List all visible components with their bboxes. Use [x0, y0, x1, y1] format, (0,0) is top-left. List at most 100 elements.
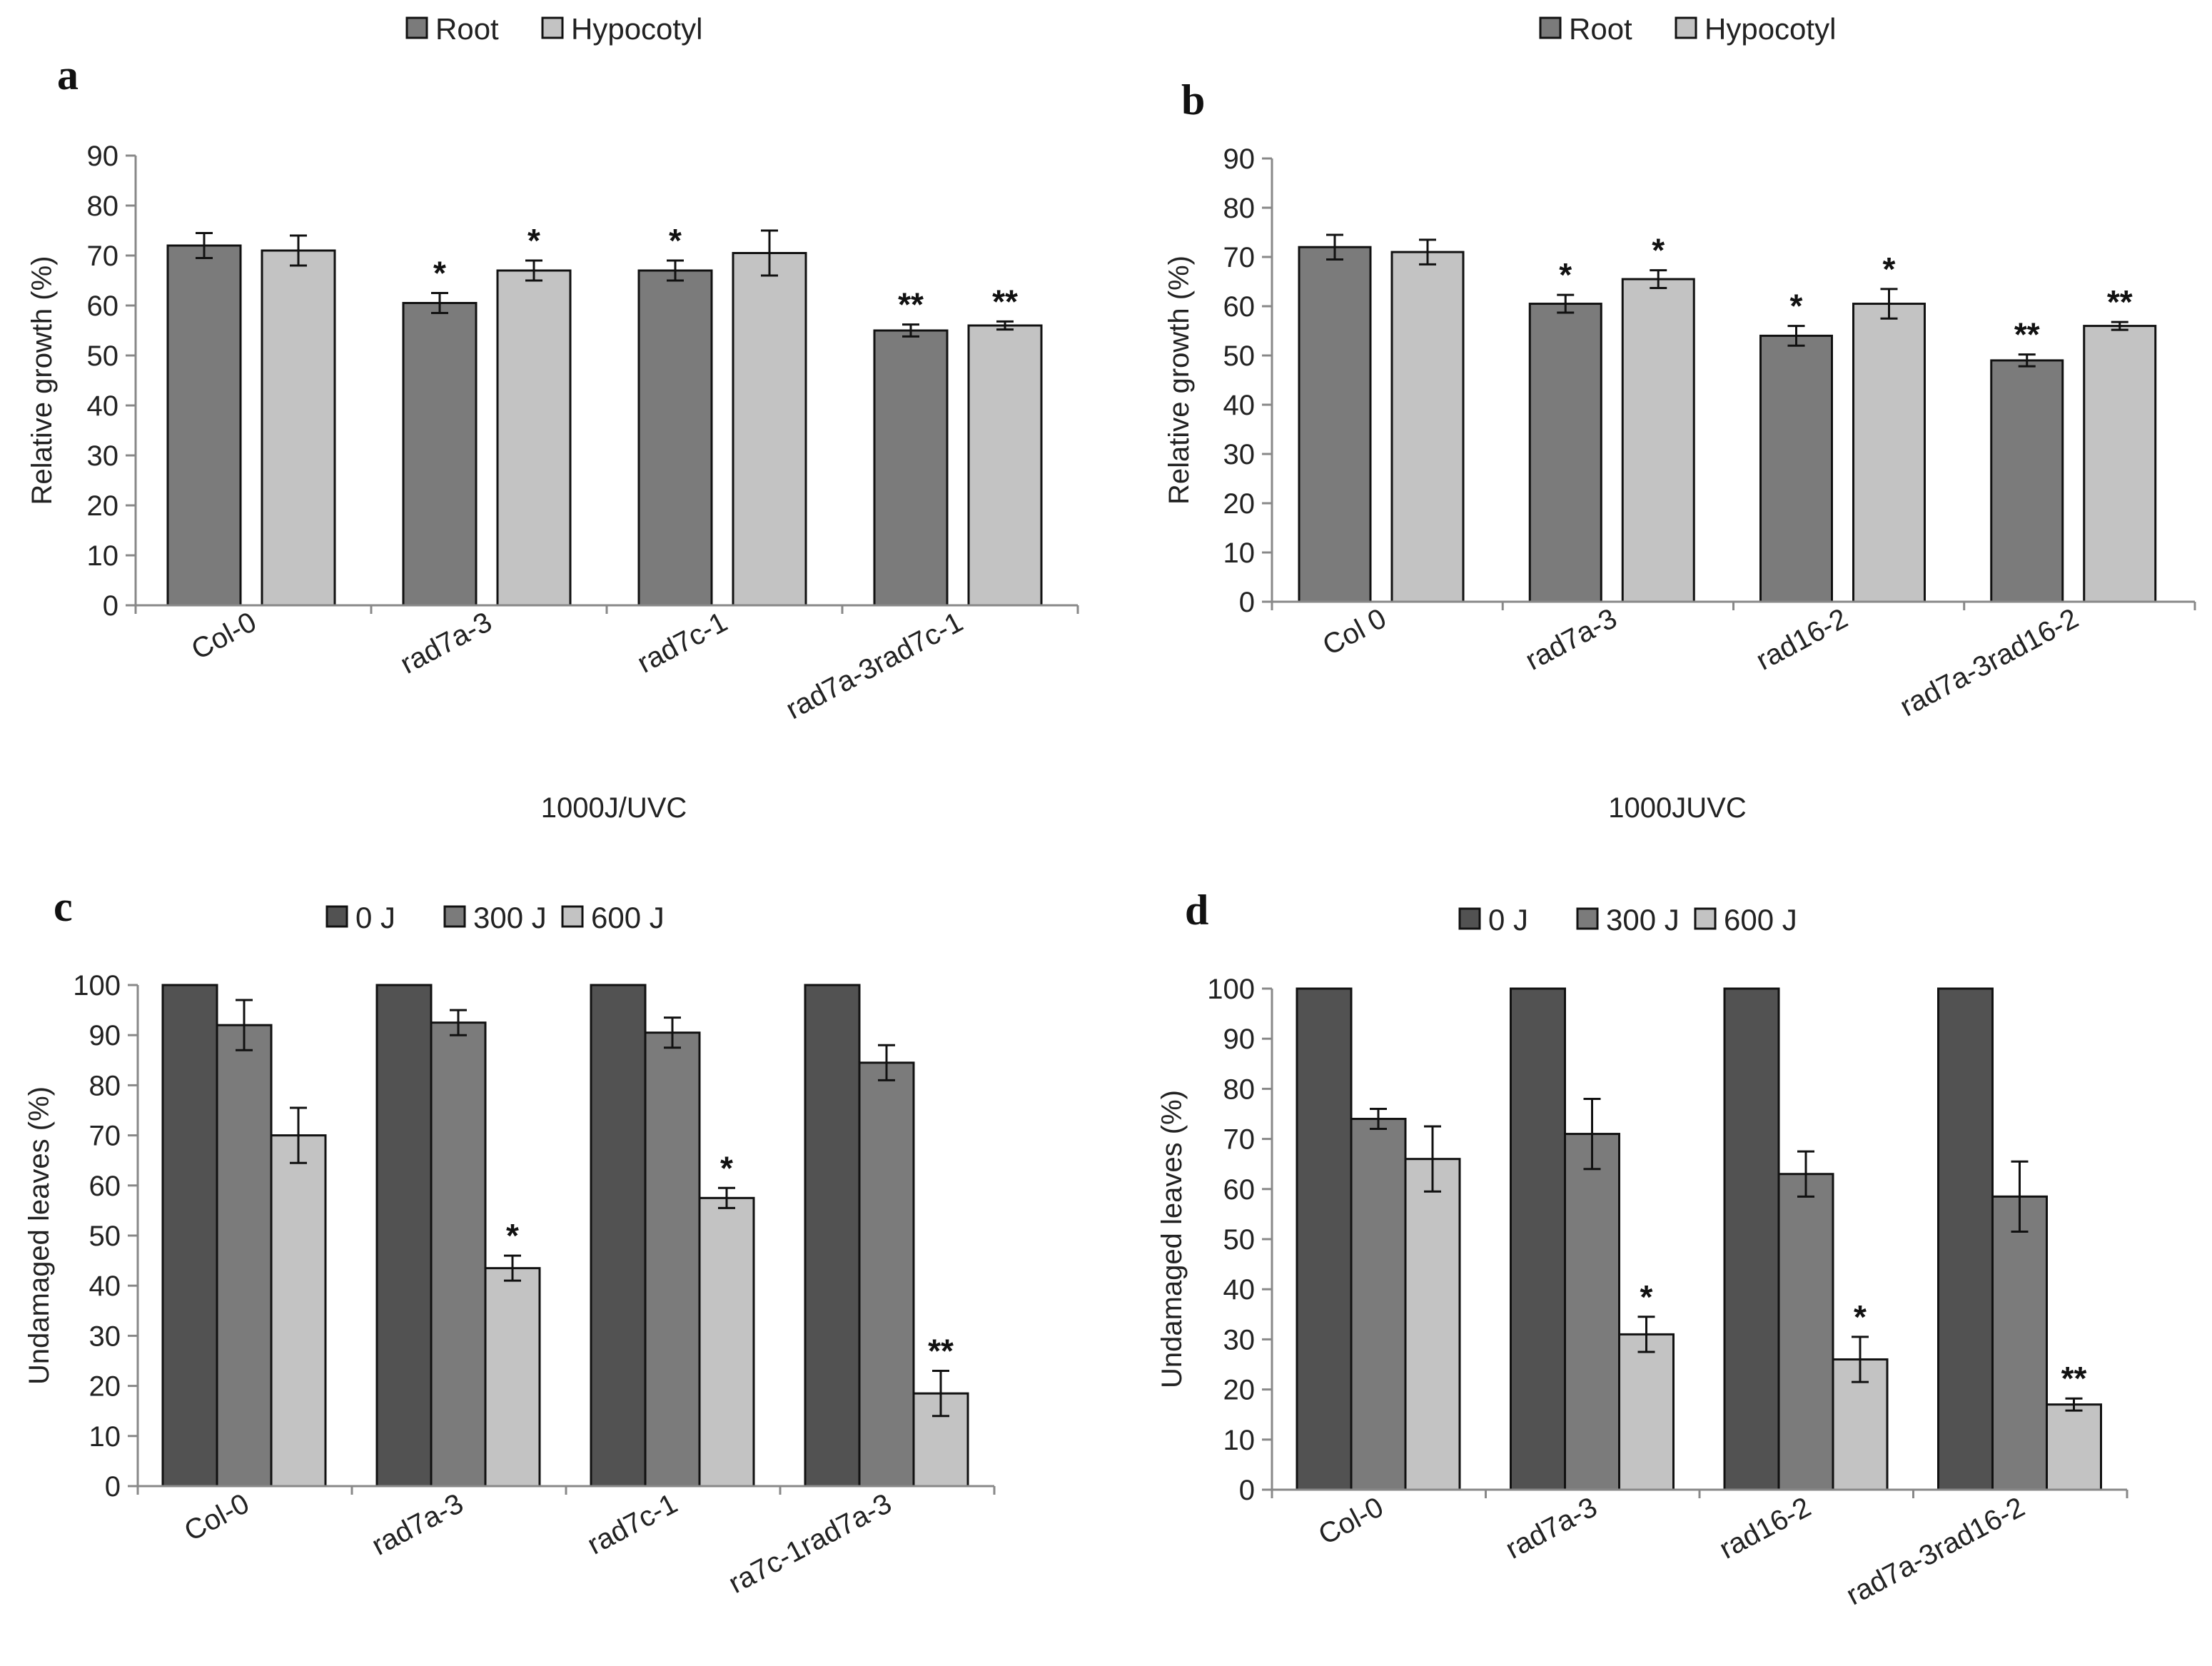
legend-swatch-c-1	[443, 905, 466, 928]
category-label-a-2: rad7c-1	[632, 606, 732, 680]
bar-b-0-0	[1298, 246, 1372, 603]
significance-mark-b-2-1: *	[1883, 251, 1896, 288]
y-tick-label-d-70: 70	[1223, 1124, 1256, 1156]
y-axis-label-c: Undamaged leaves (%)	[24, 1086, 55, 1385]
significance-mark-c-2-2: *	[720, 1149, 733, 1186]
y-tick-label-b-40: 40	[1223, 390, 1256, 421]
bar-a-1-0	[402, 302, 478, 607]
panel-label-a: a	[57, 51, 79, 99]
y-tick-label-b-70: 70	[1223, 242, 1256, 273]
bar-c-3-1	[858, 1061, 915, 1488]
error-bar-a-0-0	[196, 232, 213, 259]
bar-d-0-0	[1296, 987, 1353, 1491]
error-bar-b-2-1	[1880, 288, 1898, 320]
legend-d: 0 J 300 J 600 J	[1458, 903, 1797, 937]
error-bar-c-2-1	[664, 1016, 681, 1049]
bar-d-3-2	[2046, 1403, 2102, 1491]
error-bar-b-3-0	[2018, 353, 2036, 368]
significance-mark-b-1-0: *	[1559, 256, 1572, 293]
category-label-b-1: rad7a-3	[1520, 602, 1622, 677]
y-tick-label-d-50: 50	[1223, 1224, 1256, 1256]
bar-c-0-0	[161, 984, 218, 1488]
bar-d-1-0	[1510, 987, 1566, 1491]
y-tick-label-a-10: 10	[87, 540, 119, 572]
y-tick-label-c-80: 80	[89, 1070, 121, 1101]
chart-b: b Root Hypocotyl Relative growth (%) 0 10 20 30…	[1163, 12, 2196, 824]
y-tick-label-a-50: 50	[87, 340, 119, 372]
legend-label-c-2: 600 J	[591, 901, 665, 934]
bar-b-2-1	[1852, 303, 1926, 603]
y-tick-label-a-60: 60	[87, 291, 119, 322]
y-tick-label-d-90: 90	[1223, 1024, 1256, 1055]
panel-label-c: c	[54, 883, 73, 930]
y-axis-label-a: Relative growth (%)	[26, 256, 58, 505]
bar-d-1-2	[1618, 1333, 1675, 1491]
error-bar-b-2-0	[1787, 325, 1805, 347]
y-tick-label-c-40: 40	[89, 1271, 121, 1302]
category-label-c-1: rad7a-3	[367, 1488, 468, 1562]
error-bar-b-0-0	[1326, 233, 1343, 261]
chart-a: a Root Hypocotyl Relative growth (%) 0 10 20 30…	[26, 12, 1079, 824]
legend-swatch-b-1	[1675, 16, 1697, 39]
bar-a-3-0	[873, 329, 949, 607]
category-label-d-1: rad7a-3	[1500, 1491, 1602, 1565]
panel-label-d: d	[1185, 887, 1208, 934]
legend-swatch-b-0	[1539, 16, 1562, 39]
error-bar-c-0-1	[236, 999, 253, 1051]
error-bar-d-3-1	[2011, 1160, 2029, 1233]
chart-c: c 0 J 300 J 600 J Undamaged leaves (%) 0 10 20 3…	[24, 883, 996, 1600]
y-tick-label-a-30: 30	[87, 440, 119, 472]
error-bar-c-1-1	[450, 1009, 467, 1036]
category-label-d-3: rad7a-3rad16-2	[1842, 1491, 2030, 1611]
category-label-a-1: rad7a-3	[395, 606, 497, 680]
category-label-a-3: rad7a-3rad7c-1	[781, 606, 968, 725]
legend-swatch-d-1	[1576, 907, 1599, 930]
bar-d-0-1	[1350, 1118, 1407, 1491]
y-tick-label-b-0: 0	[1239, 587, 1255, 618]
legend-label-a-1: Hypocotyl	[571, 12, 702, 46]
bar-c-0-2	[270, 1134, 327, 1488]
error-bar-c-0-2	[290, 1106, 307, 1164]
significance-mark-c-3-2: **	[928, 1333, 954, 1370]
error-bar-b-0-1	[1419, 238, 1436, 266]
x-axis-title-b: 1000JUVC	[1608, 792, 1746, 824]
panel-label-b: b	[1181, 76, 1205, 123]
category-label-b-3: rad7a-3rad16-2	[1895, 602, 2084, 722]
y-tick-label-b-10: 10	[1223, 537, 1256, 569]
significance-mark-a-1-0: *	[433, 255, 446, 292]
error-bar-b-3-1	[2111, 320, 2128, 331]
y-tick-label-d-10: 10	[1223, 1425, 1256, 1456]
legend-swatch-c-0	[325, 905, 348, 928]
legend-label-d-0: 0 J	[1488, 903, 1528, 937]
y-tick-label-d-40: 40	[1223, 1274, 1256, 1306]
legend-label-d-1: 300 J	[1606, 903, 1680, 937]
error-bar-d-0-1	[1370, 1107, 1387, 1131]
legend-label-a-0: Root	[435, 12, 499, 46]
significance-mark-b-3-1: **	[2107, 283, 2133, 320]
legend-b: Root Hypocotyl	[1539, 12, 1836, 46]
error-bar-a-1-1	[525, 259, 542, 282]
y-tick-label-d-100: 100	[1207, 974, 1255, 1005]
y-tick-label-b-50: 50	[1223, 340, 1256, 372]
bar-b-0-1	[1390, 251, 1465, 603]
y-tick-label-d-30: 30	[1223, 1324, 1256, 1355]
significance-mark-b-3-0: **	[2014, 316, 2040, 353]
bar-a-1-1	[496, 269, 572, 607]
y-tick-label-a-80: 80	[87, 191, 119, 222]
y-tick-label-d-60: 60	[1223, 1174, 1256, 1206]
error-bar-a-3-1	[996, 320, 1014, 331]
bar-c-1-0	[375, 984, 433, 1488]
bar-a-2-1	[732, 252, 807, 607]
error-bar-a-3-0	[902, 323, 919, 338]
category-label-a-0: Col-0	[186, 606, 261, 666]
y-axis-label-d: Undamaged leaves (%)	[1156, 1090, 1188, 1388]
chart-d: d 0 J 300 J 600 J Undamaged leaves (%) 0 10 20 3…	[1156, 887, 2128, 1611]
bar-d-3-0	[1937, 987, 1994, 1491]
legend-label-c-1: 300 J	[473, 901, 547, 934]
error-bar-b-1-1	[1650, 269, 1667, 289]
bar-b-3-1	[2083, 325, 2157, 603]
bar-b-1-0	[1528, 303, 1602, 603]
error-bar-d-1-1	[1583, 1097, 1601, 1171]
y-tick-label-b-30: 30	[1223, 439, 1256, 470]
significance-mark-b-2-0: *	[1790, 288, 1803, 325]
